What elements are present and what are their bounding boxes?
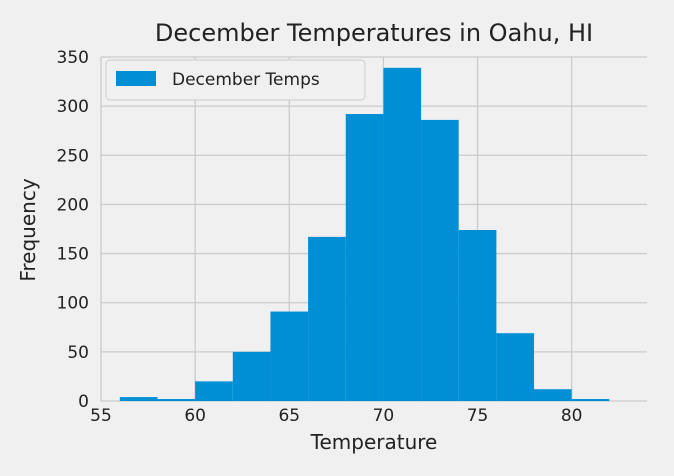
y-axis-label: Frequency xyxy=(16,178,40,281)
y-tick-label: 50 xyxy=(67,343,89,363)
x-tick-label: 80 xyxy=(561,406,583,426)
histogram-bar xyxy=(119,397,158,401)
histogram-bar xyxy=(571,399,610,401)
x-tick-label: 65 xyxy=(278,406,300,426)
y-tick-label: 100 xyxy=(57,294,89,314)
x-tick-label: 75 xyxy=(467,406,489,426)
histogram-bar xyxy=(270,311,309,401)
histogram-bar xyxy=(157,399,196,401)
histogram-bar xyxy=(534,389,572,401)
y-tick-label: 300 xyxy=(57,97,89,117)
y-tick-label: 200 xyxy=(57,195,89,215)
histogram-bar xyxy=(232,351,271,401)
histogram-bar xyxy=(496,333,535,401)
legend-box xyxy=(105,59,366,101)
chart-title: December Temperatures in Oahu, HI xyxy=(155,19,593,47)
x-axis-label: Temperature xyxy=(310,430,438,454)
y-tick-labels: 0 50 100 150 200 250 300 350 xyxy=(57,48,89,412)
x-tick-labels: 55 60 65 70 75 80 xyxy=(90,406,582,426)
x-tick-label: 70 xyxy=(373,406,395,426)
x-tick-label: 60 xyxy=(184,406,206,426)
y-tick-label: 0 xyxy=(78,392,89,412)
histogram-bar xyxy=(383,67,422,401)
legend-swatch xyxy=(116,71,156,86)
y-tick-label: 150 xyxy=(57,245,89,265)
histogram-bar xyxy=(195,381,233,401)
histogram-bar xyxy=(458,229,497,401)
histogram-bar xyxy=(308,236,346,401)
histogram-bars xyxy=(119,67,610,402)
y-tick-label: 350 xyxy=(57,48,89,68)
x-tick-label: 55 xyxy=(90,406,112,426)
histogram-bar xyxy=(345,114,384,402)
y-tick-label: 250 xyxy=(57,146,89,166)
legend-label: December Temps xyxy=(172,70,320,90)
histogram-bar xyxy=(421,119,459,401)
legend: December Temps xyxy=(105,59,366,101)
